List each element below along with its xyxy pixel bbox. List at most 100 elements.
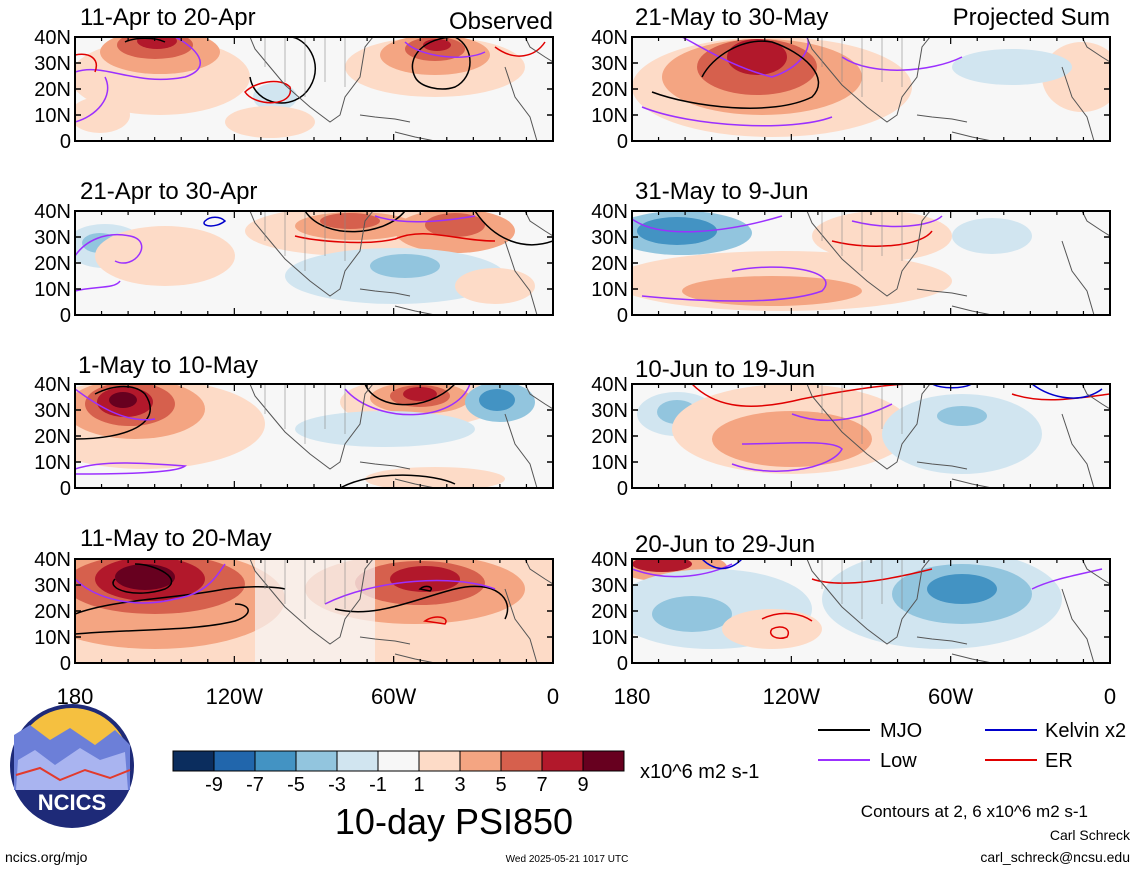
lon-label: 60W bbox=[371, 684, 416, 709]
colorbar-label: 1 bbox=[413, 774, 424, 796]
panel-title-2: 21-Apr to 30-Apr bbox=[80, 178, 257, 205]
lon-label: 0 bbox=[1104, 684, 1116, 709]
lon-label: 0 bbox=[547, 684, 559, 709]
colorbar-label: -5 bbox=[287, 774, 305, 796]
colorbar-label: -1 bbox=[369, 774, 387, 796]
timestamp: Wed 2025-05-21 1017 UTC bbox=[506, 854, 629, 865]
observed-header: Observed bbox=[449, 8, 553, 35]
colorbar-box bbox=[377, 750, 420, 772]
map-panel-6 bbox=[631, 210, 1111, 316]
colorbar: -9 -7 -5 -3 -1 1 3 5 7 9 bbox=[172, 750, 625, 796]
lat-label: 0 bbox=[60, 653, 71, 675]
map-panel-7 bbox=[631, 383, 1111, 489]
lon-label: 180 bbox=[614, 684, 651, 709]
lat-label: 40N bbox=[34, 201, 71, 223]
latitude-axis-labels: 40N 40N 30N 30N 20N 20N 10N 10N 0 0 40N 40N 30N 30N 20… bbox=[34, 27, 628, 675]
lat-label: 30N bbox=[591, 227, 628, 249]
lat-label: 0 bbox=[60, 131, 71, 153]
lat-label: 30N bbox=[34, 400, 71, 422]
legend-er-label: ER bbox=[1045, 750, 1073, 772]
colorbar-box bbox=[336, 750, 379, 772]
lat-label: 20N bbox=[34, 426, 71, 448]
figure-title: 10-day PSI850 bbox=[335, 801, 573, 842]
colorbar-label: 7 bbox=[536, 774, 547, 796]
units-label: x10^6 m2 s-1 bbox=[640, 761, 759, 783]
colorbar-box bbox=[582, 750, 625, 772]
panel-title-1: 11-Apr to 20-Apr bbox=[80, 4, 256, 31]
lat-label: 40N bbox=[591, 201, 628, 223]
lat-label: 0 bbox=[617, 305, 628, 327]
lon-label: 120W bbox=[206, 684, 264, 709]
lat-label: 0 bbox=[617, 131, 628, 153]
panel-title-7: 10-Jun to 19-Jun bbox=[635, 356, 815, 383]
colorbar-label: -9 bbox=[205, 774, 223, 796]
lat-label: 30N bbox=[591, 575, 628, 597]
legend-mjo-label: MJO bbox=[880, 720, 922, 742]
colorbar-label: -7 bbox=[246, 774, 264, 796]
map-panel-5 bbox=[631, 36, 1111, 142]
contour-note: Contours at 2, 6 x10^6 m2 s-1 bbox=[861, 802, 1088, 821]
line-legend: MJO Kelvin x2 Low ER bbox=[818, 720, 1126, 772]
colorbar-label: 3 bbox=[454, 774, 465, 796]
lat-label: 0 bbox=[617, 478, 628, 500]
lat-label: 0 bbox=[60, 478, 71, 500]
logo-text: NCICS bbox=[38, 790, 106, 815]
panel-title-4: 11-May to 20-May bbox=[80, 525, 272, 552]
colorbar-label: 9 bbox=[577, 774, 588, 796]
lat-label: 30N bbox=[591, 400, 628, 422]
colorbar-box bbox=[254, 750, 297, 772]
lat-label: 20N bbox=[34, 79, 71, 101]
longitude-axis-labels: 180 120W 60W 0 180 120W 60W 0 bbox=[57, 684, 1116, 709]
lat-label: 10N bbox=[34, 105, 71, 127]
colorbar-box bbox=[541, 750, 584, 772]
lat-label: 10N bbox=[591, 627, 628, 649]
panel-title-3: 1-May to 10-May bbox=[78, 352, 258, 379]
lat-label: 40N bbox=[591, 374, 628, 396]
lat-label: 30N bbox=[591, 53, 628, 75]
lat-label: 20N bbox=[34, 253, 71, 275]
colorbar-box bbox=[459, 750, 502, 772]
colorbar-box bbox=[500, 750, 543, 772]
map-panel-4 bbox=[74, 558, 554, 664]
projected-header: Projected Sum bbox=[953, 4, 1110, 31]
map-panel-3 bbox=[74, 383, 554, 489]
lat-label: 10N bbox=[34, 627, 71, 649]
lat-label: 0 bbox=[60, 305, 71, 327]
lat-label: 10N bbox=[34, 452, 71, 474]
panel-title-5: 21-May to 30-May bbox=[635, 4, 828, 31]
lat-label: 40N bbox=[591, 27, 628, 49]
lat-label: 20N bbox=[591, 79, 628, 101]
lat-label: 40N bbox=[591, 549, 628, 571]
colorbar-box bbox=[295, 750, 338, 772]
map-panel-1 bbox=[74, 36, 554, 142]
author-name: Carl Schreck bbox=[1050, 827, 1131, 843]
lat-label: 20N bbox=[591, 601, 628, 623]
colorbar-box bbox=[213, 750, 256, 772]
lat-label: 40N bbox=[34, 27, 71, 49]
site-url: ncics.org/mjo bbox=[5, 849, 88, 865]
colorbar-label: -3 bbox=[328, 774, 346, 796]
legend-kelvin-label: Kelvin x2 bbox=[1045, 720, 1126, 742]
lat-label: 30N bbox=[34, 227, 71, 249]
lat-label: 10N bbox=[591, 452, 628, 474]
panel-title-6: 31-May to 9-Jun bbox=[635, 178, 808, 205]
lon-label: 120W bbox=[763, 684, 821, 709]
ncics-logo: NCICS bbox=[10, 704, 134, 828]
lat-label: 10N bbox=[591, 279, 628, 301]
map-panel-8 bbox=[631, 558, 1111, 664]
colorbar-label: 5 bbox=[495, 774, 506, 796]
lat-label: 20N bbox=[591, 426, 628, 448]
author-email: carl_schreck@ncsu.edu bbox=[980, 849, 1130, 865]
lat-label: 10N bbox=[34, 279, 71, 301]
lat-label: 30N bbox=[34, 575, 71, 597]
lat-label: 10N bbox=[591, 105, 628, 127]
colorbar-box bbox=[418, 750, 461, 772]
legend-low-label: Low bbox=[880, 750, 917, 772]
lon-label: 60W bbox=[928, 684, 973, 709]
lat-label: 20N bbox=[34, 601, 71, 623]
lat-label: 0 bbox=[617, 653, 628, 675]
lat-label: 40N bbox=[34, 549, 71, 571]
lat-label: 40N bbox=[34, 374, 71, 396]
colorbar-box bbox=[172, 750, 215, 772]
